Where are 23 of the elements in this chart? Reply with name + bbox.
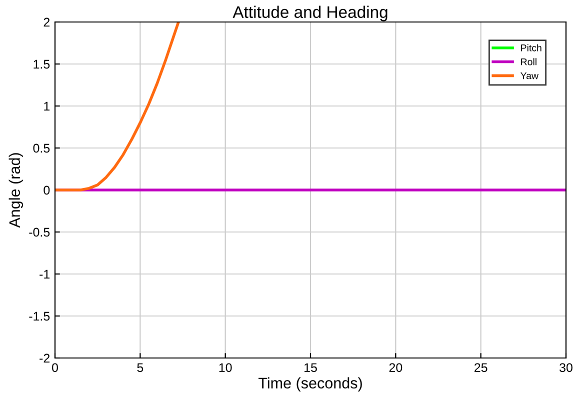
y-axis-title: Angle (rad) <box>8 153 24 228</box>
x-tick-label: 5 <box>137 363 144 372</box>
y-tick-label: 0 <box>44 186 50 195</box>
y-tick-label: 1 <box>44 102 50 111</box>
x-tick-label: 10 <box>219 363 232 372</box>
x-tick-label: 25 <box>474 363 488 372</box>
x-tick-label: 20 <box>389 363 402 372</box>
x-tick-label: 0 <box>52 363 58 372</box>
x-axis-title: Time (seconds) <box>258 377 362 392</box>
legend-label: Roll <box>521 58 536 66</box>
line-series <box>55 22 180 192</box>
chart-title: Attitude and Heading <box>232 6 388 22</box>
y-tick-label: -0.5 <box>29 228 50 237</box>
y-tick-label: 2 <box>44 18 50 27</box>
y-tick-label: -2 <box>40 354 50 363</box>
y-tick-label: -1.5 <box>29 312 50 321</box>
y-tick-label: -1 <box>40 270 50 279</box>
legend-label: Yaw <box>520 72 539 80</box>
x-tick-label: 30 <box>560 363 572 372</box>
x-tick-label: 15 <box>304 363 317 372</box>
y-tick-label: 1.5 <box>34 60 50 69</box>
legend-label: Pitch <box>521 44 542 52</box>
y-tick-label: 0.5 <box>33 144 50 153</box>
